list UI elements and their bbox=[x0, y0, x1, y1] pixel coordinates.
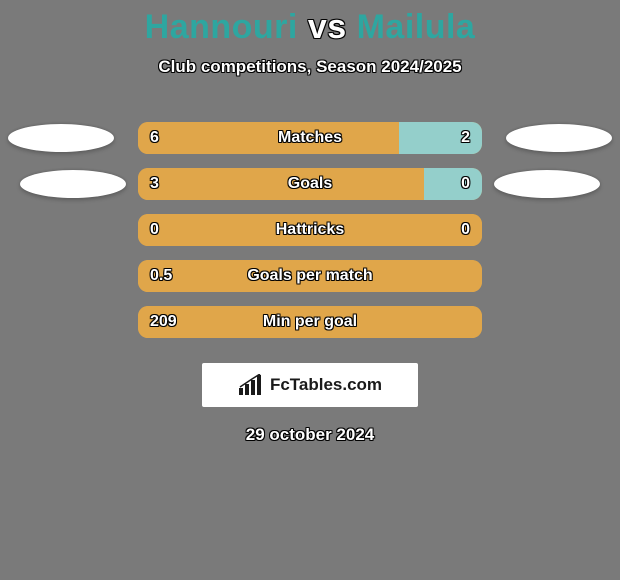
stat-value-left: 0 bbox=[150, 221, 159, 239]
bars-icon bbox=[238, 374, 264, 396]
stat-value-left: 0.5 bbox=[150, 267, 172, 285]
stat-value-right: 0 bbox=[461, 175, 470, 193]
date: 29 october 2024 bbox=[0, 425, 620, 445]
stat-bar: 0.5Goals per match bbox=[138, 260, 482, 292]
player1-badge bbox=[8, 124, 114, 152]
source-logo: FcTables.com bbox=[202, 363, 418, 407]
bar-left-segment bbox=[138, 122, 399, 154]
bar-left-segment bbox=[138, 260, 482, 292]
title-vs: vs bbox=[308, 8, 347, 46]
stat-bar: 00Hattricks bbox=[138, 214, 482, 246]
stat-value-right: 2 bbox=[461, 129, 470, 147]
subtitle: Club competitions, Season 2024/2025 bbox=[0, 57, 620, 77]
bar-left-segment bbox=[138, 168, 424, 200]
stat-bar: 30Goals bbox=[138, 168, 482, 200]
stat-row: 30Goals bbox=[0, 161, 620, 207]
stat-value-left: 6 bbox=[150, 129, 159, 147]
stat-bar: 209Min per goal bbox=[138, 306, 482, 338]
stat-row: 209Min per goal bbox=[0, 299, 620, 345]
stat-row: 0.5Goals per match bbox=[0, 253, 620, 299]
bar-left-segment bbox=[138, 306, 482, 338]
logo-text: FcTables.com bbox=[270, 375, 382, 395]
page-title: Hannouri vs Mailula bbox=[0, 0, 620, 47]
title-player2: Mailula bbox=[357, 8, 476, 46]
title-player1: Hannouri bbox=[145, 8, 298, 46]
stat-bar: 62Matches bbox=[138, 122, 482, 154]
comparison-canvas: Hannouri vs Mailula Club competitions, S… bbox=[0, 0, 620, 580]
player2-badge bbox=[506, 124, 612, 152]
bar-right-segment bbox=[424, 168, 482, 200]
stat-row: 62Matches bbox=[0, 115, 620, 161]
stat-value-left: 209 bbox=[150, 313, 177, 331]
stat-row: 00Hattricks bbox=[0, 207, 620, 253]
bar-left-segment bbox=[138, 214, 482, 246]
player2-badge bbox=[494, 170, 600, 198]
stat-value-right: 0 bbox=[461, 221, 470, 239]
stat-rows: 62Matches30Goals00Hattricks0.5Goals per … bbox=[0, 115, 620, 345]
player1-badge bbox=[20, 170, 126, 198]
stat-value-left: 3 bbox=[150, 175, 159, 193]
